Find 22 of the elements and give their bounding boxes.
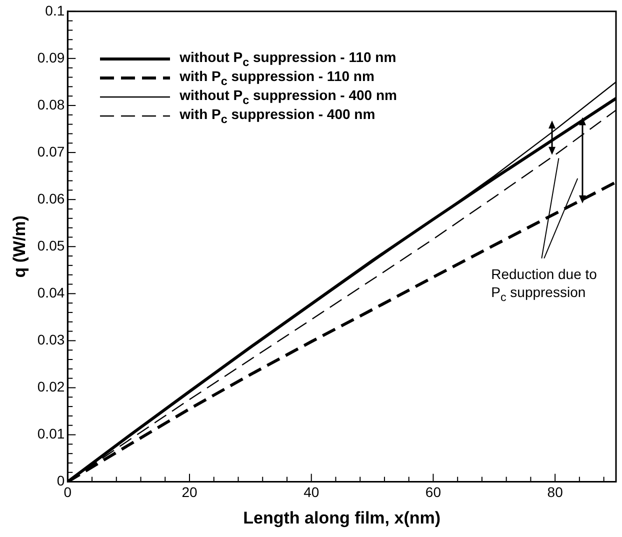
x-tick-label: 40 xyxy=(304,484,320,500)
annotation: Reduction due to P$_{c}$ suppression xyxy=(491,265,598,306)
x-tick-label: 60 xyxy=(425,484,442,500)
legend-label: with P$_{c}$ suppression - 110 nm xyxy=(180,68,374,88)
y-tick-label: 0.02 xyxy=(37,378,65,395)
y-tick-label: 0.1 xyxy=(45,2,65,18)
y-axis-title: q (W/m) xyxy=(10,215,29,278)
legend-label: with P$_{c}$ suppression - 400 nm xyxy=(180,106,376,126)
y-tick-label: 0.04 xyxy=(37,284,65,300)
y-tick-label: 0.05 xyxy=(37,237,65,254)
x-tick-label: 80 xyxy=(547,484,564,500)
y-tick-label: 0.09 xyxy=(37,49,65,66)
y-tick-label: 0 xyxy=(56,472,65,489)
x-tick-label: 20 xyxy=(182,484,198,500)
y-tick-label: 0.06 xyxy=(37,190,65,206)
y-tick-label: 0.08 xyxy=(37,96,65,112)
x-axis-title: Length along film, x(nm) xyxy=(243,508,441,528)
legend-label: without P$_{c}$ suppression - 110 nm xyxy=(180,49,396,69)
y-tick-label: 0.03 xyxy=(37,332,65,348)
legend-label: without P$_{c}$ suppression - 400 nm xyxy=(180,87,397,107)
y-tick-label: 0.01 xyxy=(37,426,65,442)
y-tick-label: 0.07 xyxy=(37,143,65,160)
